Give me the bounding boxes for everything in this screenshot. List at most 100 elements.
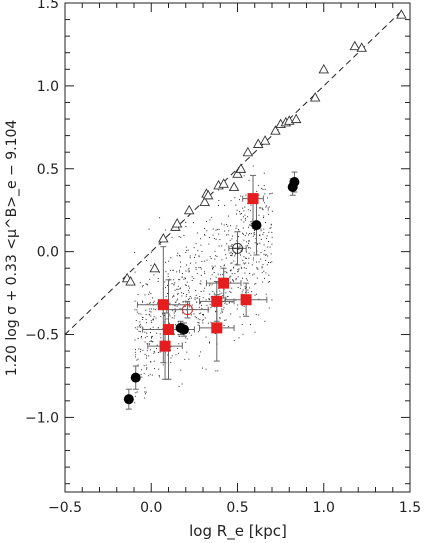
- cloud-dot: [169, 302, 171, 304]
- cloud-dot: [139, 321, 141, 323]
- cloud-dot: [210, 321, 212, 323]
- cloud-dot: [236, 209, 238, 211]
- cloud-dot: [172, 310, 174, 312]
- cloud-dot: [185, 295, 187, 297]
- cloud-dot: [148, 228, 150, 230]
- cloud-dot: [149, 341, 151, 342]
- triangle-point: [259, 135, 271, 145]
- cloud-dot: [244, 206, 246, 208]
- data-markers: [121, 9, 407, 405]
- cloud-dot: [240, 266, 242, 268]
- cloud-dot: [224, 299, 226, 301]
- cloud-dot: [245, 219, 246, 221]
- cloud-dot: [224, 302, 226, 304]
- cloud-dot: [265, 254, 267, 256]
- x-tick-label: −0.5: [48, 500, 82, 516]
- cloud-dot: [244, 235, 246, 237]
- cloud-dot: [192, 222, 194, 224]
- cloud-dot: [254, 283, 256, 285]
- cloud-dot: [152, 302, 154, 304]
- cloud-dot: [243, 256, 245, 258]
- cloud-dot: [249, 233, 251, 235]
- cloud-dot: [257, 184, 259, 186]
- cloud-dot: [271, 192, 273, 194]
- cloud-dot: [167, 292, 168, 294]
- cloud-dot: [248, 226, 249, 228]
- cloud-dot: [225, 254, 227, 256]
- cloud-dot: [142, 319, 144, 320]
- cloud-dot: [215, 282, 217, 284]
- cloud-dot: [153, 350, 155, 352]
- y-tick-label: 1.5: [37, 0, 59, 12]
- cloud-dot: [238, 230, 240, 232]
- cloud-dot: [247, 209, 249, 211]
- cloud-dot: [185, 221, 187, 223]
- cloud-dot: [144, 387, 146, 389]
- cloud-dot: [258, 298, 260, 300]
- cloud-dot: [150, 361, 152, 363]
- cloud-dot: [212, 234, 214, 236]
- cloud-dot: [254, 331, 256, 333]
- cloud-dot: [160, 337, 162, 339]
- y-axis-label: 1.20 log σ + 0.33 <μ^B>_e − 9.104: [4, 120, 20, 377]
- cloud-dot: [188, 358, 190, 360]
- cloud-dot: [204, 234, 205, 236]
- triangle-point: [125, 276, 136, 286]
- cloud-dot: [157, 302, 158, 304]
- cloud-dot: [165, 271, 167, 273]
- cloud-dot: [271, 299, 273, 301]
- cloud-dot: [200, 267, 202, 268]
- cloud-dot: [184, 306, 186, 307]
- cloud-dot: [264, 250, 266, 252]
- cloud-dot: [246, 279, 248, 281]
- cloud-dot: [268, 274, 270, 276]
- cloud-dot: [212, 267, 214, 269]
- cloud-dot: [174, 315, 176, 317]
- cloud-dot: [255, 283, 257, 285]
- cloud-dot: [155, 317, 157, 319]
- cloud-dot: [267, 255, 269, 257]
- cloud-dot: [226, 295, 228, 297]
- cloud-dot: [215, 310, 217, 312]
- triangle-point: [218, 178, 229, 188]
- cloud-dot: [244, 217, 246, 219]
- cloud-dot: [180, 369, 182, 371]
- cloud-dot: [202, 314, 204, 315]
- cloud-dot: [209, 299, 210, 301]
- red-square-point: [163, 324, 174, 336]
- cloud-dot: [149, 278, 151, 280]
- cloud-dot: [210, 278, 212, 280]
- cloud-dot: [136, 309, 138, 311]
- cloud-dot: [255, 261, 257, 263]
- cloud-dot: [150, 320, 152, 322]
- cloud-dot: [218, 205, 219, 206]
- cloud-dot: [244, 214, 246, 216]
- cloud-dot: [171, 317, 173, 319]
- cloud-dot: [177, 298, 179, 300]
- cloud-dot: [213, 292, 215, 294]
- cloud-dot: [205, 299, 207, 301]
- cloud-dot: [135, 327, 137, 329]
- cloud-dot: [186, 294, 188, 296]
- cloud-dot: [260, 228, 262, 230]
- cloud-dot: [200, 280, 202, 282]
- cloud-dot: [269, 281, 270, 283]
- cloud-dot: [267, 209, 269, 211]
- cloud-dot: [185, 337, 187, 339]
- cloud-dot: [201, 250, 203, 252]
- cloud-dot: [200, 238, 202, 240]
- cloud-dot: [263, 232, 265, 234]
- cloud-dot: [179, 269, 181, 271]
- cloud-dot: [264, 320, 266, 322]
- cloud-dot: [236, 240, 238, 242]
- cloud-dot: [210, 307, 212, 309]
- cloud-dot: [152, 326, 154, 328]
- cloud-dot: [194, 256, 195, 258]
- cloud-dot: [260, 207, 262, 209]
- y-tick-label: −0.5: [25, 328, 59, 344]
- cloud-dot: [262, 264, 264, 266]
- cloud-dot: [197, 322, 199, 323]
- cloud-dot: [243, 233, 244, 235]
- cloud-dot: [228, 230, 230, 232]
- red-square-point: [211, 295, 223, 307]
